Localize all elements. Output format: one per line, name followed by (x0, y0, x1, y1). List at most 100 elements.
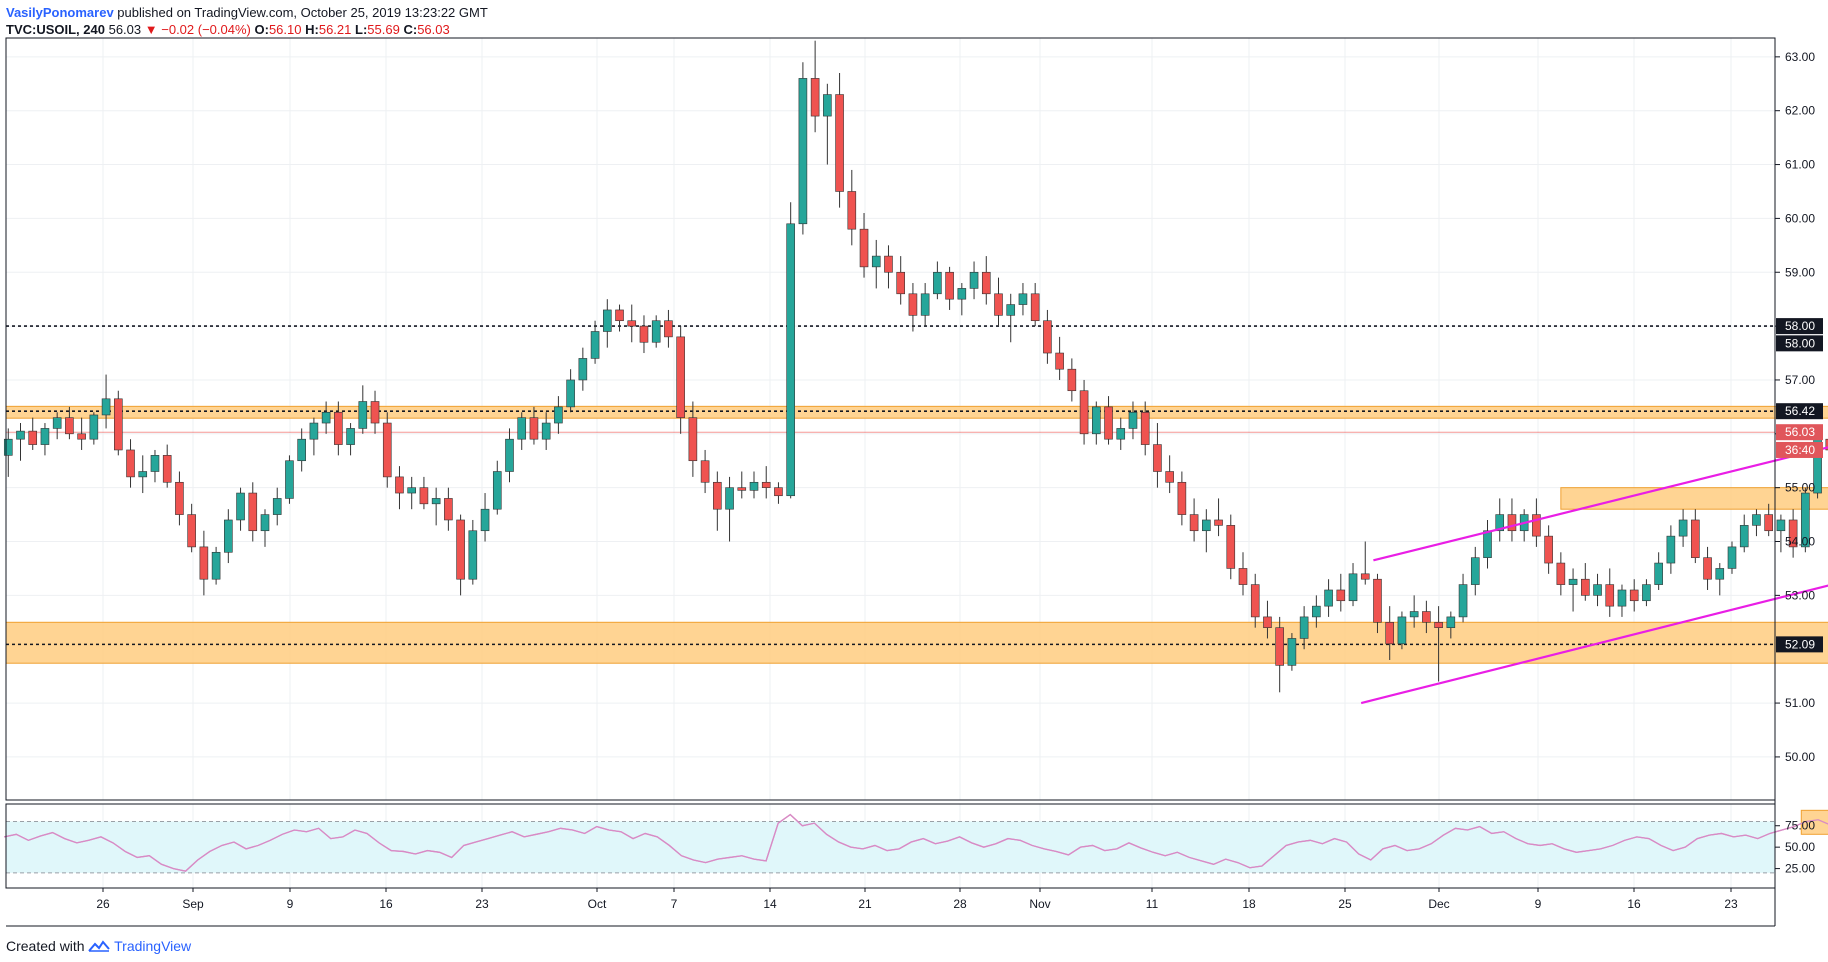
candle (1140, 401, 1150, 456)
time-tick-label: Nov (1029, 897, 1050, 911)
price-tick-label: 54.00 (1785, 535, 1815, 549)
time-tick-label: Dec (1428, 897, 1449, 911)
time-tick-label: 14 (763, 897, 777, 911)
candle (761, 466, 771, 499)
candle-body (370, 401, 380, 424)
candle-body (1043, 320, 1052, 354)
candle (933, 261, 942, 300)
candle-body (138, 471, 148, 478)
candle (1299, 606, 1309, 650)
candle (554, 396, 563, 434)
candle-body (248, 492, 258, 532)
zone-mid-support (1560, 487, 1828, 510)
candle-body (1055, 352, 1064, 370)
candle (1165, 455, 1174, 494)
candle-body (77, 433, 86, 440)
candle-body (346, 428, 355, 445)
close-value: 56.03 (417, 22, 450, 37)
candle-body (1409, 611, 1419, 618)
candle-body (627, 320, 637, 327)
author-link[interactable]: VasilyPonomarev (6, 5, 114, 20)
candle-body (150, 455, 160, 472)
symbol-label[interactable]: TVC:USOIL, 240 (6, 22, 105, 37)
time-tick-label: 9 (1535, 897, 1542, 911)
candle (1006, 293, 1016, 343)
candle (1519, 509, 1529, 542)
candle-body (480, 508, 490, 532)
tradingview-brand[interactable]: TradingView (114, 938, 192, 954)
price-badge-bg (1776, 424, 1823, 441)
candle-body (578, 358, 588, 381)
candle (1067, 358, 1077, 402)
candle-body (1079, 390, 1089, 435)
candle-body (1140, 411, 1150, 445)
candle (1678, 509, 1688, 547)
candle-body (1312, 605, 1321, 618)
time-tick-label: 16 (379, 897, 393, 911)
candle-body (810, 78, 820, 117)
candle (1666, 525, 1676, 574)
candle (40, 423, 50, 456)
candle (272, 487, 282, 526)
candle-body (749, 481, 759, 491)
candle-body (297, 438, 306, 462)
candle-body (529, 417, 539, 440)
candle-body (1116, 428, 1126, 440)
candle-body (187, 514, 196, 548)
candle (969, 261, 979, 300)
price-badge: 36:40 (1776, 441, 1823, 458)
candle-body (456, 519, 465, 580)
price-badge-label: 36:40 (1785, 443, 1815, 457)
candle-body (1128, 411, 1138, 429)
candle (1727, 541, 1737, 574)
candle (871, 239, 881, 289)
candle (1617, 584, 1627, 617)
candle-body (1507, 514, 1517, 532)
time-axis[interactable]: 26 Sep 9 16 23 Oct 7 14 21 28 Nov 11 18 25 Dec 9 16 23 (96, 888, 1738, 911)
candle-body (1397, 616, 1407, 645)
price-tick-label: 61.00 (1785, 158, 1815, 172)
candle-body (358, 401, 368, 429)
candle (468, 519, 478, 585)
candle-body (1092, 406, 1101, 435)
candle-body (1067, 368, 1077, 392)
candle-body (468, 530, 478, 580)
candle-body (1373, 578, 1382, 623)
change-value: ▼ −0.02 (−0.04%) (144, 22, 251, 37)
candle (1360, 541, 1370, 585)
candle (162, 444, 172, 488)
candle (236, 487, 245, 531)
candle (1214, 498, 1223, 537)
candle (1776, 514, 1786, 553)
candle (541, 412, 551, 450)
price-axis[interactable]: 63.0062.0061.0060.0059.0058.0057.0056.00… (1775, 50, 1823, 876)
candle (211, 546, 221, 585)
candle-body (761, 481, 771, 488)
candle (1092, 401, 1101, 445)
candle-body (1287, 638, 1297, 666)
candle (1153, 423, 1162, 488)
candlestick-series (3, 40, 1828, 693)
candle (1373, 573, 1382, 634)
candle-body (823, 94, 832, 117)
candle-body (334, 411, 343, 445)
rsi-band (6, 821, 1775, 873)
candle (700, 449, 710, 494)
candle-body (175, 481, 184, 515)
candle-body (1104, 406, 1113, 440)
candle (52, 412, 62, 440)
candle (456, 514, 465, 596)
candle (1104, 396, 1113, 445)
candle-body (1495, 514, 1505, 532)
price-badge-bg (1776, 441, 1823, 458)
candle (1470, 546, 1480, 596)
candle-body (492, 471, 502, 510)
low-value: 55.69 (367, 22, 400, 37)
candle (419, 476, 429, 510)
candle-body (1642, 584, 1651, 602)
candle (1312, 595, 1321, 628)
price-badge-label: 56.42 (1785, 404, 1815, 418)
candle-body (321, 411, 331, 424)
candle (1593, 573, 1602, 607)
